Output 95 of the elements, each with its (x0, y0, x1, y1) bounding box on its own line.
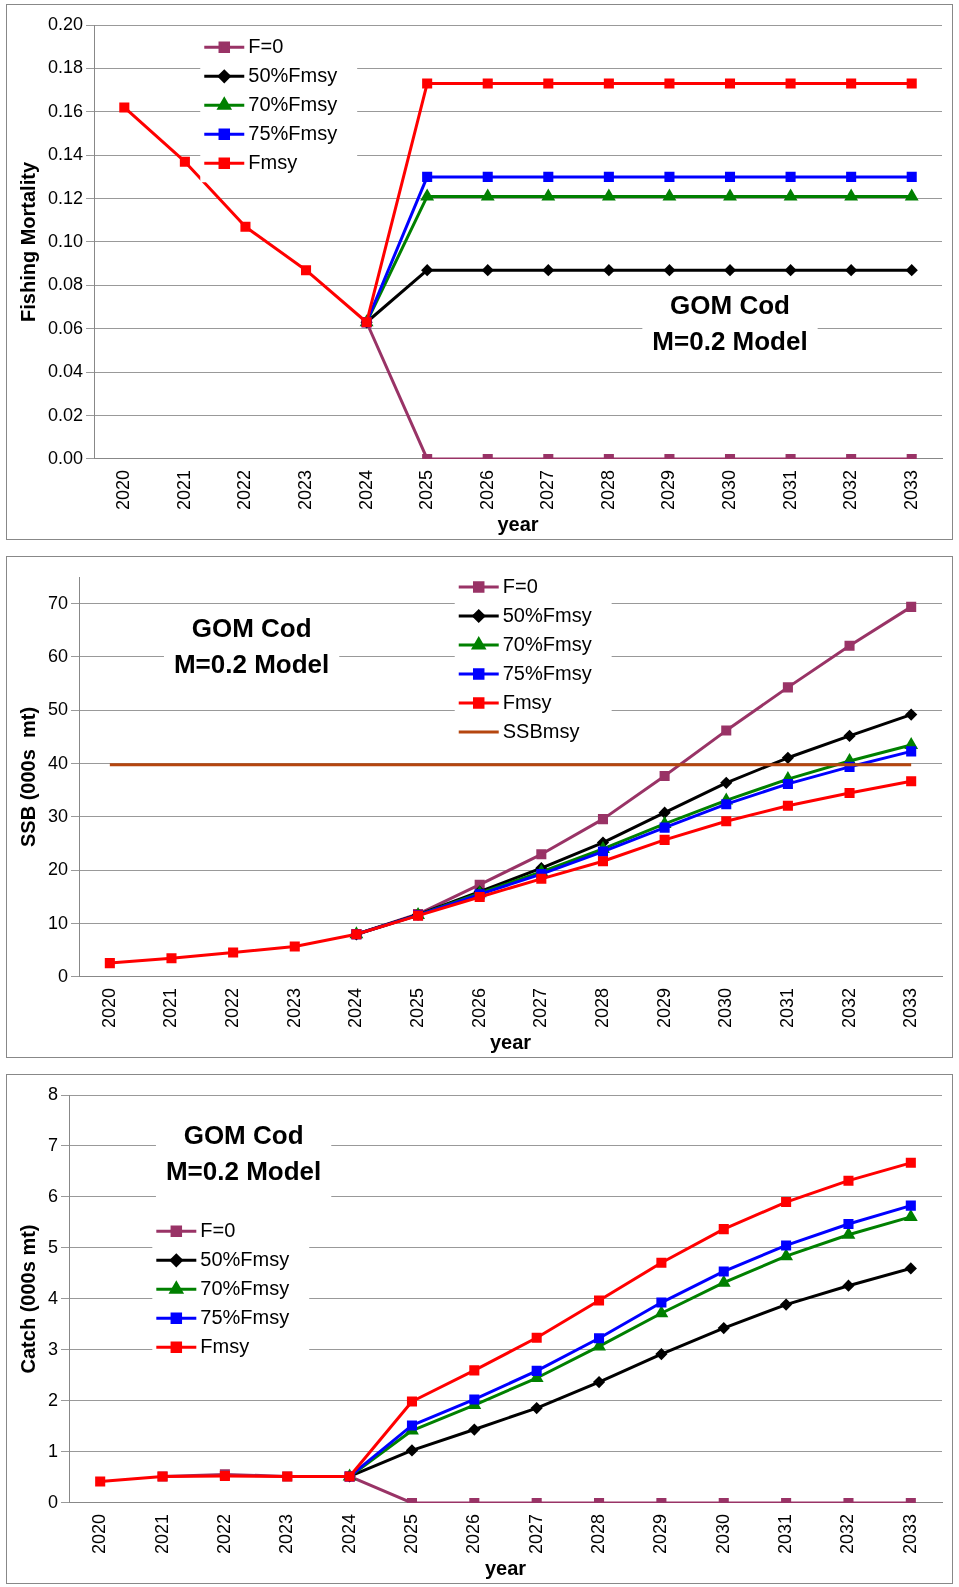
x-tick-label: 2031 (779, 469, 800, 510)
legend-label: 75%Fmsy (200, 1305, 290, 1328)
x-tick-label: 2022 (213, 1513, 234, 1554)
y-tick-label: 6 (48, 1185, 59, 1206)
y-axis-title: Fishing Mortality (16, 161, 39, 322)
y-axis-title: SSB (000s mt) (16, 706, 39, 848)
x-tick-label: 2025 (407, 987, 428, 1028)
annotation: GOM Cod M=0.2 Model (652, 290, 808, 357)
legend-label: 50%Fmsy (502, 603, 592, 626)
x-tick-label: 2030 (718, 469, 739, 510)
y-tick-label: 0.10 (47, 230, 84, 251)
x-tick-label: 2021 (173, 469, 194, 510)
x-tick-label: 2028 (588, 1513, 609, 1554)
x-tick-label: 2020 (113, 469, 134, 510)
y-tick-label: 0.04 (47, 361, 84, 382)
y-tick-label: 50 (47, 699, 69, 720)
legend-label: 70%Fmsy (248, 92, 338, 115)
x-tick-label: 2025 (400, 1513, 421, 1554)
y-tick-label: 3 (48, 1338, 59, 1359)
y-tick-label: 10 (47, 912, 69, 933)
y-tick-label: 2 (48, 1389, 59, 1410)
y-tick-label: 0.14 (47, 144, 84, 165)
y-tick-label: 0 (58, 965, 69, 986)
y-tick-label: 0.06 (47, 317, 84, 338)
legend-label: F=0 (502, 574, 538, 597)
x-tick-label: 2021 (151, 1513, 172, 1554)
y-tick-label: 1 (48, 1440, 59, 1461)
x-tick-label: 2028 (597, 469, 618, 510)
x-tick-label: 2022 (222, 987, 243, 1028)
y-tick-label: 0.20 (47, 13, 84, 34)
legend-label: 75%Fmsy (502, 661, 592, 684)
y-tick-label: 20 (47, 859, 69, 880)
x-tick-label: 2026 (463, 1513, 484, 1554)
legend-label: 70%Fmsy (200, 1276, 290, 1299)
x-tick-label: 2027 (530, 987, 551, 1028)
x-tick-label: 2029 (650, 1513, 671, 1554)
y-tick-label: 0.00 (47, 447, 84, 468)
legend-label: F=0 (248, 34, 284, 57)
x-tick-label: 2023 (283, 987, 304, 1028)
x-tick-label: 2020 (89, 1513, 110, 1554)
x-tick-label: 2033 (900, 987, 921, 1028)
x-tick-label: 2026 (476, 469, 497, 510)
x-tick-label: 2030 (715, 987, 736, 1028)
legend-label: Fmsy (502, 690, 552, 713)
legend-label: 75%Fmsy (248, 121, 338, 144)
legend-label: 70%Fmsy (502, 632, 592, 655)
y-tick-label: 60 (47, 645, 69, 666)
y-tick-label: 0 (48, 1491, 59, 1512)
x-tick-label: 2030 (712, 1513, 733, 1554)
x-tick-label: 2024 (338, 1513, 359, 1554)
x-tick-label: 2031 (775, 1513, 796, 1554)
x-axis-title: year (497, 512, 539, 535)
y-tick-label: 0.12 (47, 187, 84, 208)
y-tick-label: 0.16 (47, 100, 84, 121)
y-tick-label: 70 (47, 592, 69, 613)
annotation: GOM Cod M=0.2 Model (173, 613, 330, 680)
legend-label: 50%Fmsy (248, 63, 338, 86)
y-tick-label: 40 (47, 752, 69, 773)
y-tick-label: 0.02 (47, 404, 84, 425)
x-tick-label: 2031 (776, 987, 797, 1028)
x-tick-label: 2028 (591, 987, 612, 1028)
x-tick-label: 2032 (837, 1513, 858, 1554)
x-tick-label: 2033 (900, 469, 921, 510)
y-tick-label: 8 (48, 1083, 59, 1104)
annotation: GOM Cod M=0.2 Model (165, 1119, 322, 1186)
x-tick-label: 2021 (160, 987, 181, 1028)
x-tick-label: 2033 (899, 1513, 920, 1554)
y-tick-label: 0.18 (47, 57, 84, 78)
x-tick-label: 2032 (840, 469, 861, 510)
x-tick-label: 2023 (276, 1513, 297, 1554)
x-tick-label: 2022 (234, 469, 255, 510)
y-axis-title: Catch (000s mt) (16, 1224, 39, 1374)
x-tick-label: 2023 (294, 469, 315, 510)
x-axis-title: year (489, 1030, 532, 1053)
x-tick-label: 2027 (537, 469, 558, 510)
x-tick-label: 2027 (525, 1513, 546, 1554)
y-tick-label: 0.08 (47, 274, 84, 295)
legend-label: Fmsy (200, 1334, 250, 1357)
x-axis-title: year (484, 1556, 527, 1579)
y-tick-label: 4 (48, 1287, 59, 1308)
legend-label: SSBmsy (502, 719, 580, 742)
y-tick-label: 7 (48, 1134, 59, 1155)
y-tick-label: 30 (47, 805, 69, 826)
x-tick-label: 2024 (345, 987, 366, 1028)
legend-label: 50%Fmsy (200, 1247, 290, 1270)
x-tick-label: 2032 (838, 987, 859, 1028)
x-tick-label: 2029 (653, 987, 674, 1028)
x-tick-label: 2025 (416, 469, 437, 510)
x-tick-label: 2020 (98, 987, 119, 1028)
legend-label: Fmsy (248, 150, 298, 173)
y-tick-label: 5 (48, 1236, 59, 1257)
x-tick-label: 2024 (355, 469, 376, 510)
x-tick-label: 2029 (658, 469, 679, 510)
legend-label: F=0 (200, 1218, 236, 1241)
x-tick-label: 2026 (468, 987, 489, 1028)
